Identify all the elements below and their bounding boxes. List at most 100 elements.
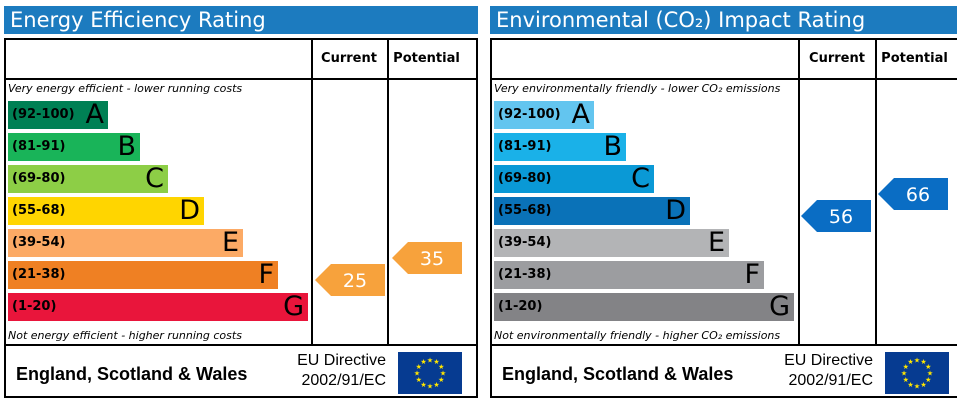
- flag-star: ★: [414, 370, 420, 378]
- band-letter: A: [85, 99, 104, 130]
- arrow-value: 25: [343, 270, 367, 292]
- flag-star: ★: [907, 381, 913, 389]
- chart-frame: Current Potential Very environmentally f…: [490, 38, 957, 398]
- band-letter: G: [283, 291, 304, 322]
- flag-star: ★: [420, 381, 426, 389]
- band-letter: G: [769, 291, 790, 322]
- potential-rating-arrow: 35: [392, 242, 462, 274]
- band-d: (55-68) D: [494, 195, 690, 226]
- flag-star: ★: [903, 376, 909, 384]
- divider: [875, 40, 877, 346]
- top-note: Very energy efficient - lower running co…: [8, 82, 243, 95]
- band-d: (55-68) D: [8, 195, 204, 226]
- flag-star: ★: [433, 381, 439, 389]
- top-note: Very environmentally friendly - lower CO…: [494, 82, 781, 95]
- flag-background: [885, 352, 949, 394]
- chart-title: Environmental (CO₂) Impact Rating: [490, 6, 957, 34]
- band-range: (55-68): [498, 203, 552, 218]
- current-column-header: Current: [809, 51, 865, 66]
- directive-line: 2002/91/EC: [301, 372, 386, 389]
- flag-star: ★: [433, 358, 439, 366]
- flag-background: [398, 352, 462, 394]
- flag-star: ★: [438, 363, 444, 371]
- eu-flag-icon: ★ ★★★★★★★★★★★: [885, 352, 949, 394]
- arrow-shape: [801, 200, 871, 232]
- divider: [492, 344, 957, 346]
- band-range: (1-20): [12, 299, 57, 314]
- flag-star: ★: [438, 376, 444, 384]
- divider: [6, 78, 476, 80]
- band-range: (39-54): [498, 235, 552, 250]
- band-f: (21-38) F: [8, 260, 278, 290]
- band-range: (55-68): [12, 203, 66, 218]
- current-rating-arrow: 25: [315, 264, 385, 296]
- arrow-shape: [878, 178, 948, 210]
- arrow-value: 66: [906, 184, 930, 206]
- divider: [492, 78, 957, 80]
- eu-flag-icon: ★ ★★★★★★★★★★★: [398, 352, 462, 394]
- band-letter: E: [221, 227, 239, 258]
- band-e: (39-54) E: [8, 227, 243, 258]
- band-c: (69-80) C: [8, 163, 168, 194]
- band-c: (69-80) C: [494, 163, 654, 194]
- band-b: (81-91) B: [8, 131, 140, 162]
- flag-star: ★: [901, 370, 907, 378]
- flag-star: ★: [440, 370, 446, 378]
- band-letter: C: [145, 163, 164, 194]
- band-letter: B: [117, 131, 136, 162]
- current-column-header: Current: [321, 51, 377, 66]
- band-f: (21-38) F: [494, 259, 764, 290]
- flag-star: ★: [416, 376, 422, 384]
- band-range: (81-91): [12, 139, 66, 154]
- divider: [6, 344, 476, 346]
- band-a: (92-100) A: [494, 99, 594, 130]
- band-letter: B: [603, 131, 622, 162]
- energy-efficiency-panel: Energy Efficiency Rating Current Potenti…: [4, 6, 478, 398]
- band-range: (69-80): [12, 171, 66, 186]
- flag-star: ★: [925, 363, 931, 371]
- arrow-shape: [392, 242, 462, 274]
- band-g: (1-20) G: [8, 291, 308, 322]
- bottom-note: Not energy efficient - higher running co…: [8, 329, 242, 342]
- band-a: (92-100) A: [8, 99, 108, 130]
- potential-column-header: Potential: [393, 51, 460, 66]
- potential-column-header: Potential: [881, 51, 948, 66]
- band-range: (92-100): [498, 107, 561, 122]
- band-range: (21-38): [12, 267, 66, 282]
- directive-line: 2002/91/EC: [788, 372, 873, 389]
- flag-star: ★: [920, 381, 926, 389]
- band-range: (69-80): [498, 171, 552, 186]
- flag-star: ★: [920, 358, 926, 366]
- directive-line: EU Directive: [297, 352, 386, 369]
- directive-line: EU Directive: [784, 352, 873, 369]
- flag-star: ★: [927, 370, 933, 378]
- band-range: (81-91): [498, 139, 552, 154]
- flag-star: ★: [914, 383, 920, 391]
- region-label: England, Scotland & Wales: [16, 364, 248, 384]
- band-letter: F: [744, 259, 760, 290]
- band-b: (81-91) B: [494, 131, 626, 162]
- band-letter: D: [665, 195, 686, 226]
- arrow-shape: [315, 264, 385, 296]
- band-range: (1-20): [498, 299, 543, 314]
- chart-title: Energy Efficiency Rating: [4, 6, 478, 34]
- environmental-impact-panel: Environmental (CO₂) Impact Rating Curren…: [490, 6, 957, 398]
- band-letter: D: [179, 195, 200, 226]
- bottom-note: Not environmentally friendly - higher CO…: [494, 329, 781, 342]
- flag-star: ★: [925, 376, 931, 384]
- band-e: (39-54) E: [494, 228, 729, 258]
- band-range: (21-38): [498, 267, 552, 282]
- chart-frame: Current Potential Very energy efficient …: [4, 38, 478, 398]
- band-range: (92-100): [12, 107, 75, 122]
- band-letter: A: [571, 99, 590, 130]
- band-range: (39-54): [12, 235, 66, 250]
- flag-star: ★: [903, 363, 909, 371]
- flag-star: ★: [420, 358, 426, 366]
- eu-directive-label: EU Directive 2002/91/EC: [763, 351, 873, 391]
- potential-rating-arrow: 66: [878, 178, 948, 210]
- flag-star: ★: [914, 357, 920, 365]
- band-letter: C: [631, 163, 650, 194]
- region-label: England, Scotland & Wales: [502, 364, 734, 384]
- arrow-value: 35: [420, 248, 444, 270]
- divider: [311, 40, 313, 346]
